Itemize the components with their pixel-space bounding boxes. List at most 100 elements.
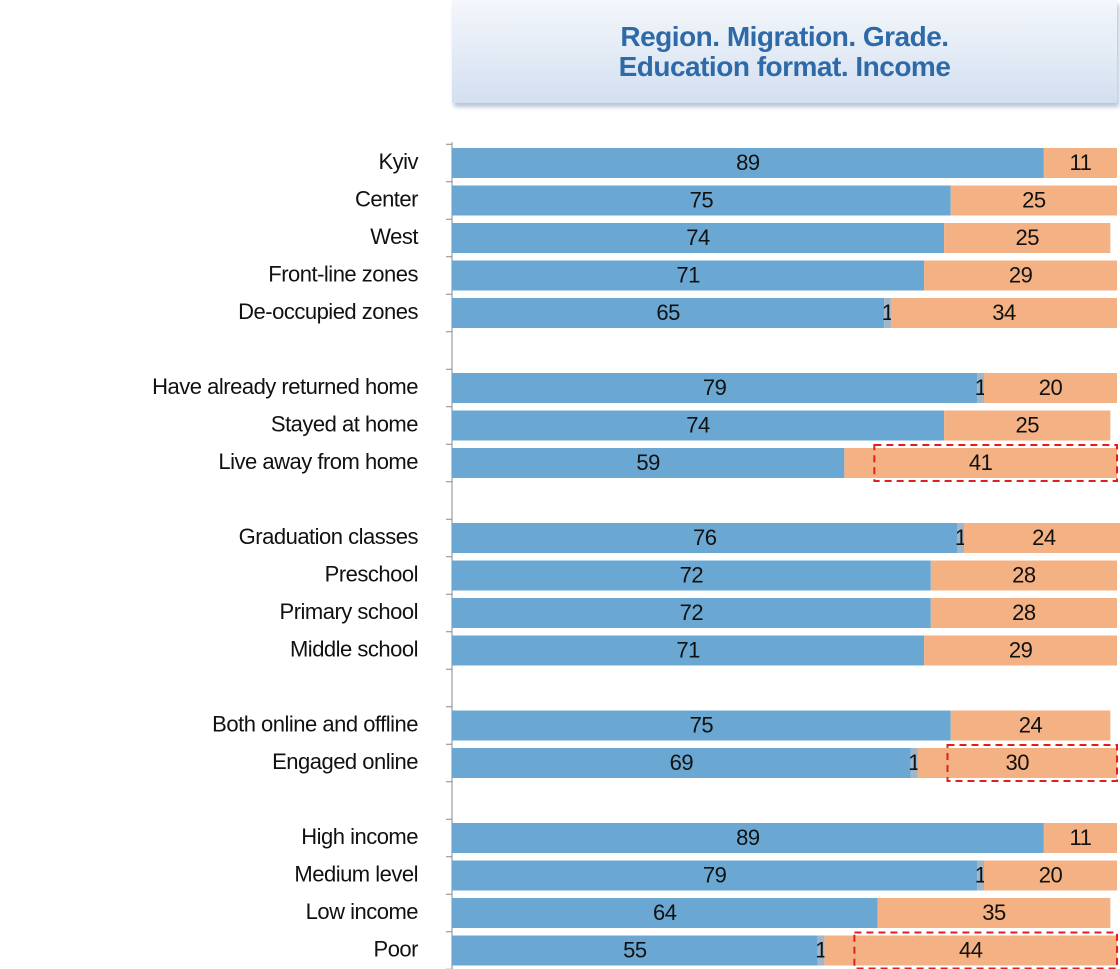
value-label: 41 [969, 450, 993, 475]
bar-segment [910, 748, 918, 778]
bar-segment [452, 260, 925, 291]
category-label: De-occupied zones [238, 299, 418, 324]
bar-segment [917, 748, 1117, 778]
category-label: Both online and offline [212, 711, 418, 736]
bar-segment [817, 935, 825, 966]
bar-segment [452, 373, 978, 403]
value-label: 69 [670, 750, 694, 775]
value-label: 72 [680, 600, 704, 625]
category-label: West [370, 224, 418, 249]
bar-segment [930, 560, 1117, 591]
value-label: 11 [1070, 150, 1092, 175]
value-label: 24 [1032, 525, 1056, 550]
value-label: 44 [959, 937, 983, 962]
bar-segment [452, 898, 878, 928]
category-label: Low income [306, 899, 419, 924]
category-label: Center [355, 186, 418, 211]
value-label: 34 [992, 300, 1016, 325]
value-label: 59 [636, 450, 660, 475]
bar-segment [452, 298, 885, 328]
value-label: 20 [1039, 375, 1063, 400]
bar-segment [452, 448, 845, 478]
bar-segment [924, 635, 1117, 666]
bar-segment [452, 823, 1044, 853]
category-label: Kyiv [378, 149, 418, 174]
value-label: 74 [686, 225, 710, 250]
value-label: 35 [982, 900, 1006, 925]
bar-segment [1043, 148, 1117, 178]
value-label: 71 [676, 637, 700, 662]
value-label: 11 [1070, 825, 1092, 850]
value-label: 89 [736, 825, 760, 850]
bar-segment [944, 223, 1111, 253]
category-label: Have already returned home [152, 374, 418, 399]
value-label: 20 [1039, 862, 1063, 887]
value-label: 75 [690, 712, 714, 737]
bar-segment [452, 560, 931, 591]
bar-segment [452, 748, 911, 778]
value-label: 89 [736, 150, 760, 175]
value-label: 64 [653, 900, 677, 925]
value-label: 76 [693, 525, 717, 550]
bar-segment [977, 860, 984, 891]
value-label: 24 [1019, 712, 1043, 737]
category-label: Poor [374, 936, 419, 961]
bar-segment [452, 598, 931, 628]
chart-title: Region. Migration. Grade. Education form… [618, 20, 951, 82]
category-label: Primary school [280, 599, 418, 624]
category-label: High income [301, 824, 418, 849]
highlight-box [946, 744, 1118, 782]
category-label: Engaged online [272, 749, 418, 774]
highlight-box [853, 931, 1119, 969]
bar-segment [452, 523, 958, 553]
bar-segment [452, 185, 951, 216]
category-label: Middle school [290, 636, 418, 661]
value-label: 28 [1012, 600, 1036, 625]
value-label: 74 [686, 412, 710, 437]
bar-segment [884, 298, 891, 328]
bar-segment [924, 260, 1117, 291]
bar-segment [930, 598, 1117, 628]
bar-segment [824, 935, 1117, 966]
value-label: 30 [1006, 750, 1030, 775]
highlight-box [873, 444, 1118, 482]
bar-segment [1043, 823, 1117, 853]
bar-segment [452, 223, 945, 253]
value-label: 29 [1009, 262, 1033, 287]
value-label: 25 [1015, 225, 1039, 250]
value-label: 29 [1009, 637, 1033, 662]
bar-segment [452, 148, 1044, 178]
category-label: Preschool [325, 561, 418, 586]
bar-segment [950, 710, 1111, 741]
category-label: Live away from home [218, 449, 418, 474]
value-label: 79 [703, 862, 727, 887]
value-label: 65 [656, 300, 680, 325]
value-label: 28 [1012, 562, 1036, 587]
category-label: Stayed at home [271, 411, 418, 436]
title-box: Region. Migration. Grade. Education form… [452, 0, 1117, 103]
category-label: Front-line zones [268, 261, 418, 286]
bar-segment [452, 635, 925, 666]
value-label: 25 [1015, 412, 1039, 437]
bar-segment [964, 523, 1120, 553]
value-label: 71 [676, 262, 700, 287]
category-label: Medium level [294, 861, 418, 886]
value-label: 72 [680, 562, 704, 587]
bar-segment [877, 898, 1111, 928]
bar-segment [452, 410, 945, 441]
bar-segment [452, 935, 818, 966]
bar-segment [890, 298, 1117, 328]
bar-segment [452, 860, 978, 891]
bar-segment [957, 523, 965, 553]
bar-segment [950, 185, 1117, 216]
value-label: 55 [623, 937, 647, 962]
value-label: 75 [690, 187, 714, 212]
bar-segment [977, 373, 984, 403]
value-label: 25 [1022, 187, 1046, 212]
bar-segment [944, 410, 1111, 441]
value-label: 79 [703, 375, 727, 400]
bar-segment [844, 448, 1117, 478]
bar-segment [452, 710, 951, 741]
